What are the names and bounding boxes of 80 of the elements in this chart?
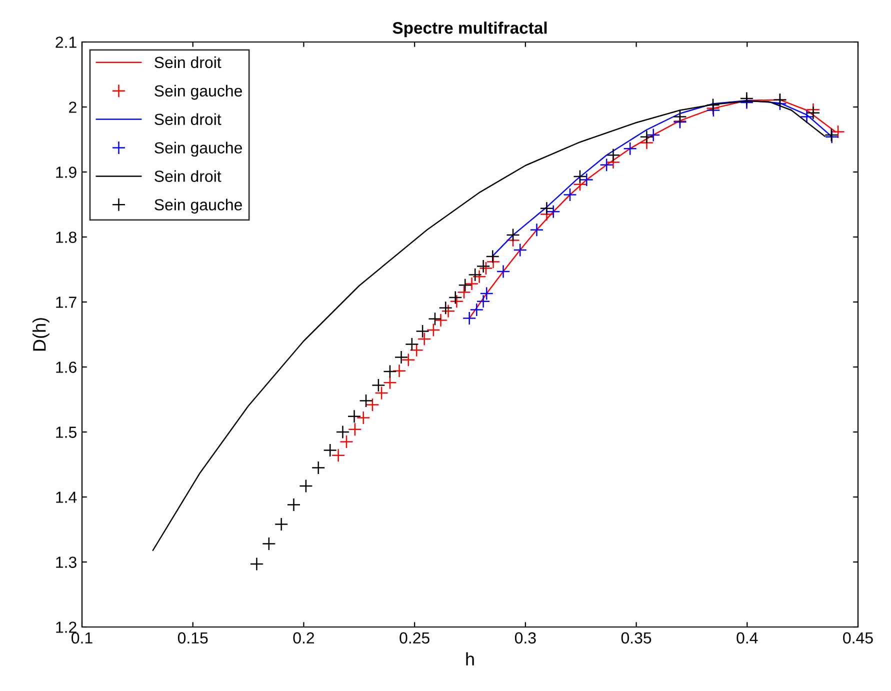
x-tick-label: 0.4	[736, 632, 758, 644]
x-tick-label: 0.1	[72, 632, 92, 644]
point	[311, 460, 326, 475]
point	[262, 536, 276, 551]
point	[486, 250, 500, 264]
legend-label: Sein droit	[154, 56, 222, 68]
point	[394, 350, 408, 364]
y-tick-label: 1.6	[56, 362, 76, 373]
point	[401, 352, 416, 367]
point	[546, 204, 560, 219]
point	[530, 222, 544, 237]
y-tick-label: 1.7	[56, 296, 76, 308]
legend-label: Sein gauche	[154, 84, 242, 100]
point	[417, 332, 432, 346]
point	[347, 410, 362, 424]
point	[606, 148, 620, 162]
point	[438, 300, 452, 315]
legend-label: Sein gauche	[154, 142, 242, 157]
point	[600, 158, 614, 172]
point	[673, 110, 687, 124]
point	[426, 323, 440, 337]
point	[480, 286, 494, 300]
point	[405, 337, 419, 352]
point	[573, 170, 587, 184]
point	[359, 394, 373, 408]
x-tick-label: 0.2	[293, 632, 314, 644]
point	[340, 434, 354, 449]
point	[646, 128, 660, 142]
point	[274, 517, 288, 532]
y-tick-label: 1.8	[56, 232, 76, 243]
point	[540, 202, 554, 216]
y-tick-label: 2	[69, 102, 76, 113]
point	[416, 324, 430, 338]
x-tick-label: 0.35	[621, 632, 652, 644]
y-axis-title: D(h)	[32, 318, 50, 351]
point	[448, 290, 462, 304]
point	[563, 188, 577, 202]
point	[506, 228, 520, 242]
point	[458, 278, 472, 292]
y-tick-label: 1.5	[56, 426, 76, 438]
y-tick-label: 1.3	[56, 556, 76, 568]
point	[740, 92, 754, 106]
point	[366, 398, 380, 412]
point	[800, 110, 814, 124]
legend-label: Sein droit	[154, 170, 222, 182]
point	[356, 410, 370, 425]
y-tick-label: 1.4	[56, 492, 77, 503]
point	[513, 243, 527, 257]
point	[331, 448, 346, 462]
x-tick-label: 0.45	[843, 632, 873, 644]
y-tick-label: 1.2	[56, 622, 76, 633]
chart-title: Spectre multifractal	[392, 22, 547, 38]
point	[392, 364, 406, 378]
point	[706, 98, 720, 112]
point	[323, 443, 337, 458]
point	[286, 498, 301, 512]
point	[831, 124, 845, 139]
point	[623, 142, 637, 156]
point	[806, 106, 820, 120]
point	[640, 130, 654, 144]
x-tick-label: 0.25	[400, 632, 430, 644]
point	[410, 343, 424, 357]
y-tick-label: 1.9	[56, 166, 76, 178]
point	[374, 386, 388, 400]
point	[383, 364, 397, 378]
x-tick-label: 0.3	[514, 632, 536, 644]
legend-label: Sein droit	[154, 113, 222, 126]
point	[336, 425, 350, 439]
point	[428, 312, 442, 326]
legend-label: Sein gauche	[154, 198, 242, 214]
point	[299, 479, 313, 493]
point	[250, 557, 264, 571]
x-tick-label: 0.15	[178, 632, 208, 644]
point	[496, 264, 510, 278]
point	[580, 172, 594, 187]
point	[372, 378, 386, 392]
point	[348, 422, 362, 436]
y-tick-label: 2.1	[56, 36, 76, 48]
point	[383, 376, 397, 390]
x-axis-title: h	[466, 652, 474, 666]
